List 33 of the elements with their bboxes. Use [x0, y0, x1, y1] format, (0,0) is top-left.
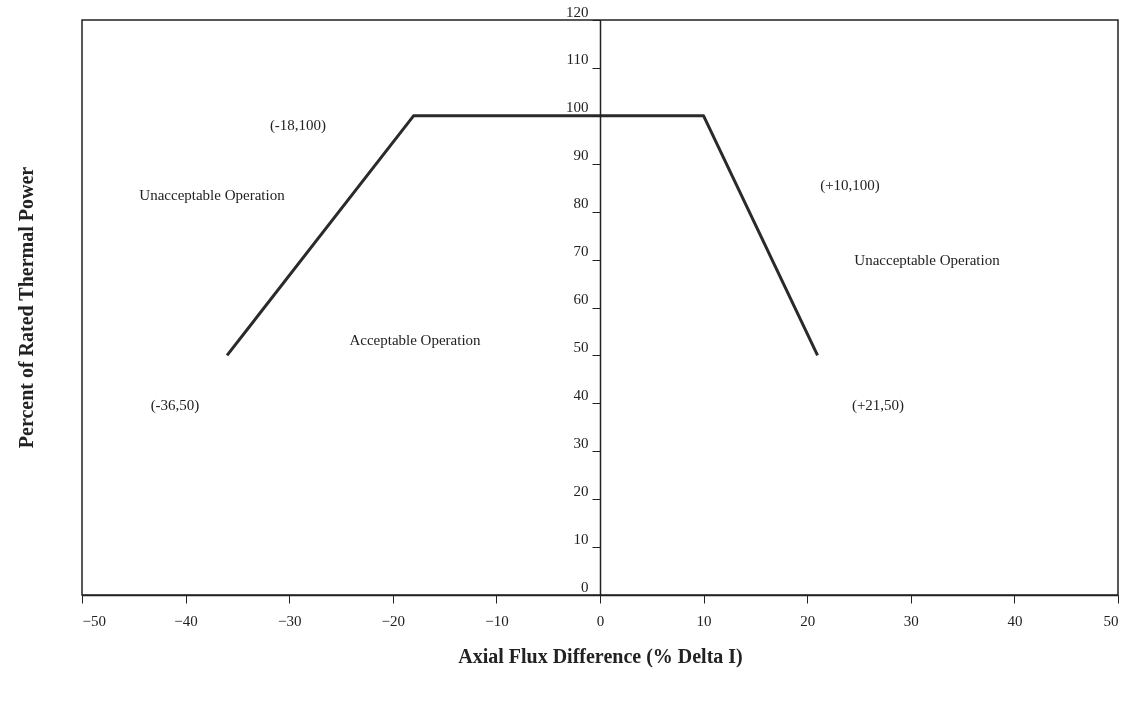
x-tick-label: 50: [1103, 612, 1119, 629]
annotation: (-18,100): [269, 117, 327, 134]
y-tick-label: 20: [573, 482, 589, 499]
x-tick-label: 40: [1007, 612, 1023, 629]
annotation: (-36,50): [150, 397, 200, 414]
y-tick-label: 50: [573, 338, 589, 355]
y-tick-label: 30: [573, 434, 589, 451]
y-tick-label: 60: [573, 291, 589, 307]
x-tick-label: −30: [277, 612, 302, 629]
y-tick-label: 80: [573, 195, 589, 212]
y-tick-label: 40: [573, 386, 589, 403]
annotation: (+21,50): [851, 397, 905, 414]
y-tick-label: 100: [566, 99, 589, 116]
y-axis-title: Percent of Rated Thermal Power: [15, 166, 37, 449]
y-tick-label: 10: [573, 530, 589, 547]
x-tick-label: −40: [174, 612, 198, 629]
y-tick-label: 70: [573, 243, 589, 260]
x-tick-label: −20: [381, 612, 406, 629]
y-tick-label: 120: [566, 3, 589, 20]
x-tick-label: 0: [596, 612, 605, 629]
y-tick-label: 0: [581, 578, 589, 595]
x-tick-label: 10: [696, 612, 712, 629]
x-tick-label: −10: [485, 612, 509, 629]
annotation: Acceptable Operation: [349, 332, 482, 348]
x-axis-title: Axial Flux Difference (% Delta I): [458, 644, 743, 668]
x-tick-label: 30: [903, 612, 919, 629]
y-tick-label: 110: [566, 51, 589, 68]
annotation: Unacceptable Operation: [139, 187, 286, 203]
annotation: (+10,100): [820, 177, 880, 194]
annotation: Unacceptable Operation: [854, 252, 1001, 268]
x-tick-label: 20: [800, 612, 816, 629]
x-tick-label: −50: [82, 612, 106, 629]
y-tick-label: 90: [573, 147, 589, 164]
